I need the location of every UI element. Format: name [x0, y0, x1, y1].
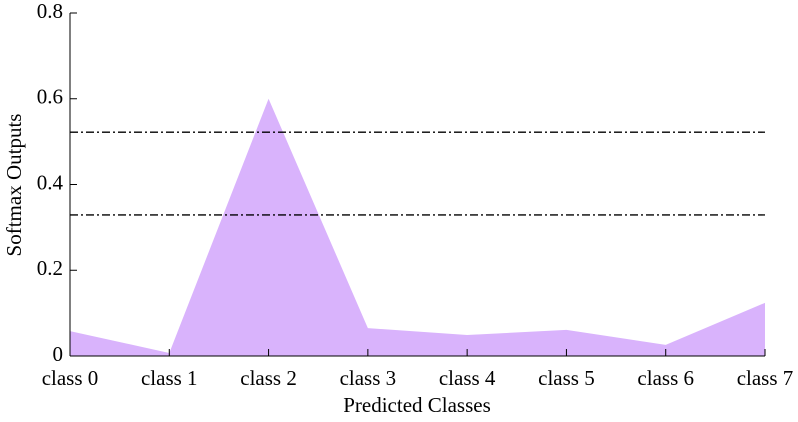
- y-tick-label: 0: [53, 342, 64, 366]
- x-tick-label: class 1: [141, 366, 198, 390]
- y-tick-label: 0.4: [37, 170, 64, 194]
- x-tick-label: class 0: [42, 366, 99, 390]
- x-tick-label: class 7: [737, 366, 794, 390]
- x-tick-label: class 4: [439, 366, 496, 390]
- x-axis-label: Predicted Classes: [343, 393, 491, 417]
- x-tick-label: class 3: [340, 366, 397, 390]
- y-axis-label: Softmax Outputs: [2, 114, 26, 257]
- area: [70, 98, 765, 356]
- x-tick-label: class 2: [240, 366, 297, 390]
- y-tick-label: 0.8: [37, 0, 63, 23]
- y-tick-label: 0.6: [37, 85, 63, 109]
- x-tick-label: class 6: [637, 366, 694, 390]
- x-tick-label: class 5: [538, 366, 595, 390]
- y-tick-label: 0.2: [37, 256, 63, 280]
